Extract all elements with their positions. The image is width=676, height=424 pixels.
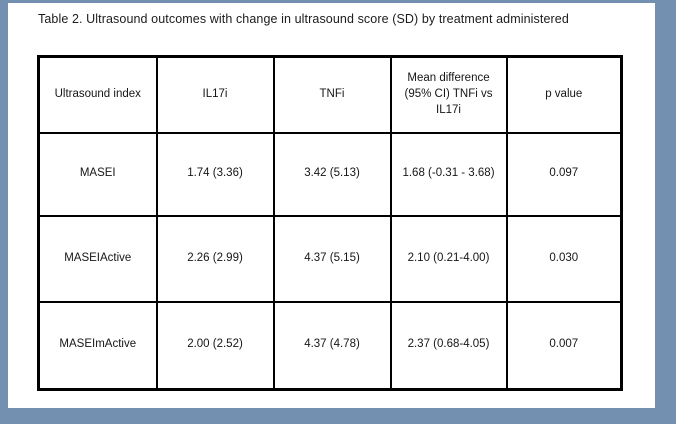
table-caption: Table 2. Ultrasound outcomes with change…: [38, 12, 569, 26]
column-header-p-value: p value: [505, 55, 623, 134]
cell-il17i: 2.26 (2.99): [155, 214, 275, 303]
cell-p-value: 0.097: [505, 131, 623, 217]
cell-p-value: 0.030: [505, 214, 623, 303]
cell-p-value: 0.007: [505, 300, 623, 391]
cell-tnfi: 4.37 (5.15): [272, 214, 392, 303]
column-header-mean-difference: Mean difference (95% CI) TNFi vs IL17i: [389, 55, 508, 134]
cell-tnfi: 4.37 (4.78): [272, 300, 392, 391]
cell-tnfi: 3.42 (5.13): [272, 131, 392, 217]
cell-mean-difference: 2.10 (0.21-4.00): [389, 214, 508, 303]
column-header-il17i: IL17i: [155, 55, 275, 134]
table-header-row: Ultrasound index IL17i TNFi Mean differe…: [37, 55, 623, 134]
column-header-tnfi: TNFi: [272, 55, 392, 134]
table-row-masei: MASEI 1.74 (3.36) 3.42 (5.13) 1.68 (-0.3…: [37, 131, 623, 217]
cell-mean-difference: 2.37 (0.68-4.05): [389, 300, 508, 391]
table-row-maseiactive: MASEIActive 2.26 (2.99) 4.37 (5.15) 2.10…: [37, 214, 623, 303]
content-area: Table 2. Ultrasound outcomes with change…: [8, 3, 655, 408]
cell-index: MASEIActive: [37, 214, 158, 303]
cell-il17i: 2.00 (2.52): [155, 300, 275, 391]
cell-mean-difference: 1.68 (-0.31 - 3.68): [389, 131, 508, 217]
cell-index: MASEImActive: [37, 300, 158, 391]
cell-il17i: 1.74 (3.36): [155, 131, 275, 217]
cell-index: MASEI: [37, 131, 158, 217]
table-row-maseimactive: MASEImActive 2.00 (2.52) 4.37 (4.78) 2.3…: [37, 300, 623, 391]
ultrasound-outcomes-table: Ultrasound index IL17i TNFi Mean differe…: [37, 55, 623, 391]
column-header-ultrasound-index: Ultrasound index: [37, 55, 158, 134]
